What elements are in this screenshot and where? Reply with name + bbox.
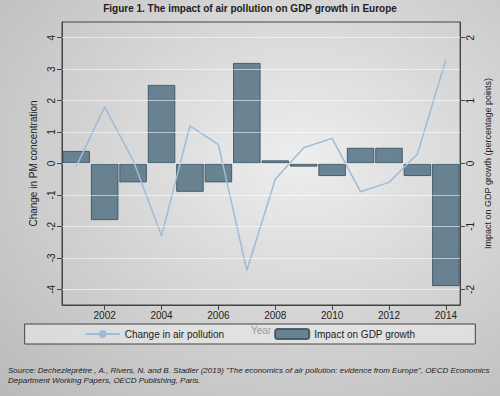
svg-text:2008: 2008 xyxy=(264,310,287,321)
svg-text:0: 0 xyxy=(46,160,57,166)
svg-text:2004: 2004 xyxy=(150,310,173,321)
svg-text:Impact on GDP growth: Impact on GDP growth xyxy=(314,329,415,340)
svg-text:1: 1 xyxy=(465,97,476,103)
svg-text:2002: 2002 xyxy=(94,310,117,321)
svg-text:2006: 2006 xyxy=(207,310,230,321)
svg-text:2: 2 xyxy=(46,97,57,103)
svg-text:3: 3 xyxy=(46,66,57,72)
svg-text:2014: 2014 xyxy=(435,310,458,321)
svg-text:-3: -3 xyxy=(46,253,57,262)
svg-text:2012: 2012 xyxy=(378,310,401,321)
svg-text:-4: -4 xyxy=(46,284,57,293)
html-text:Source: Dechezleprêtre , A., R: Source: Dechezleprêtre , A., Rivers, N. … xyxy=(8,366,490,385)
svg-text:Impact on GDP growth (percenta: Impact on GDP growth (percentage points) xyxy=(483,78,493,249)
svg-text:2: 2 xyxy=(465,35,476,41)
svg-text:2010: 2010 xyxy=(321,310,344,321)
svg-text:-2: -2 xyxy=(465,284,476,293)
svg-text:0: 0 xyxy=(465,160,476,166)
html-text:Figure 1. The impact of air po: Figure 1. The impact of air pollution on… xyxy=(103,3,397,14)
svg-text:-1: -1 xyxy=(465,222,476,231)
svg-text:-2: -2 xyxy=(46,222,57,231)
svg-text:Change in air pollution: Change in air pollution xyxy=(125,329,225,340)
svg-text:Change in PM concentration: Change in PM concentration xyxy=(28,100,39,226)
svg-text:1: 1 xyxy=(46,129,57,135)
svg-text:-1: -1 xyxy=(46,190,57,199)
svg-text:4: 4 xyxy=(46,35,57,41)
